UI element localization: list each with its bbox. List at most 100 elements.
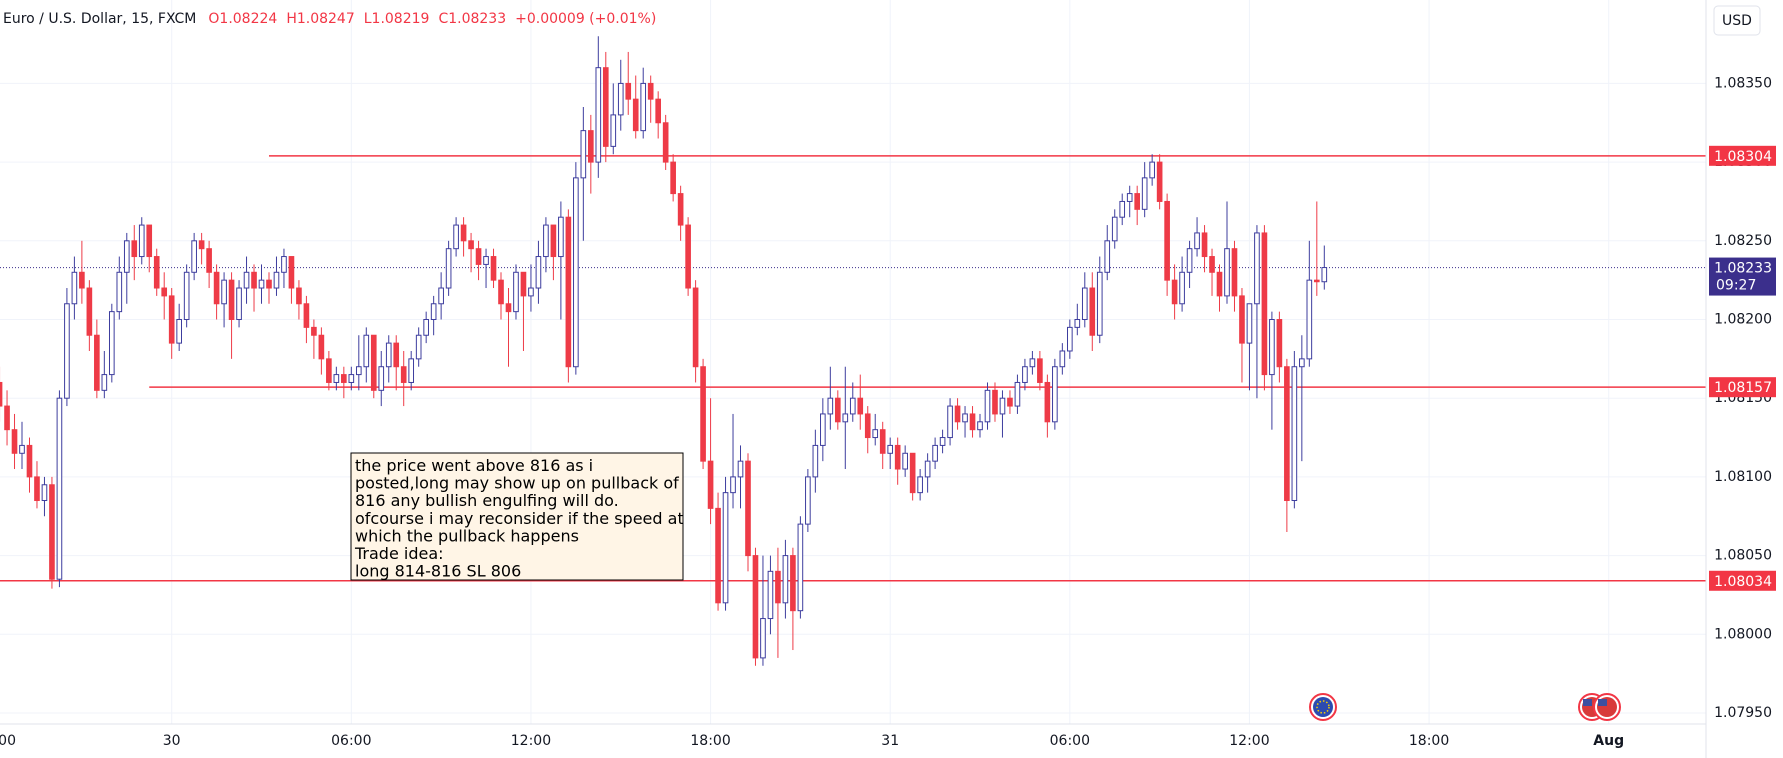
candle-body [138,224,145,258]
candle-body [0,381,3,407]
candle-body [400,366,407,383]
candle-body [872,429,879,439]
candle-body [805,476,811,525]
candle-body [1059,350,1066,368]
candle-body [782,555,789,604]
candle-body [483,256,489,265]
candle-body [842,413,849,423]
candle-body [1246,303,1253,344]
candle-body [161,287,168,297]
candle-body [1269,319,1275,376]
candle-body [34,476,40,502]
candle-body [236,287,242,321]
candle-body [715,507,721,604]
y-tick-label: 1.08250 [1714,233,1772,249]
candle-body [1141,177,1148,210]
candle-body [580,130,587,179]
candle-body [730,476,736,494]
candle-body [1306,279,1313,360]
candle-body [1081,287,1088,321]
candle-body [924,460,931,478]
candle-body [1313,279,1320,283]
candle-body [296,287,302,305]
us-flag-canton [1598,699,1607,706]
candle-body [475,248,482,265]
candle-body [445,248,452,289]
last-price-label: 1.08233 [1714,261,1772,277]
candle-body [101,374,108,391]
candle-body [355,366,362,376]
candle-body [1209,256,1215,273]
candle-body [243,271,250,289]
candle-body [565,216,572,368]
candle-body [1096,271,1103,336]
x-tick-label: 30 [163,733,181,749]
candle-body [737,460,744,478]
candle-body [1321,267,1328,283]
x-tick-label: 18:00 [690,733,730,749]
candle-body [49,484,55,580]
candle-body [460,224,467,242]
legend: Euro / U.S. Dollar, 15, FXCM O1.08224 H1.0… [3,11,656,27]
candle-body [745,460,751,557]
legend-value: O1.08224 [208,11,277,27]
candle-body [670,161,676,195]
candle-body [1164,200,1170,281]
currency-button-box[interactable] [1713,5,1761,36]
candle-body [947,405,953,439]
candle-body [767,570,774,620]
y-tick-label: 1.08200 [1714,312,1772,328]
candle-body [1149,161,1155,179]
candle-body [790,555,796,612]
candle-body [438,287,444,305]
eu-flag [1313,697,1333,717]
candle-body [513,271,519,313]
candle-body [41,484,48,502]
candle-body [932,444,938,462]
countdown-label: 09:27 [1716,278,1756,294]
candle-body [999,397,1006,415]
candle-body [984,389,991,423]
candle-body [1126,193,1133,202]
candle-body [677,193,684,226]
candle-body [894,444,901,470]
x-tick-label: 06:00 [331,733,371,749]
candle-body [977,421,983,431]
candle-body [962,413,968,423]
candle-body [632,98,639,132]
candle-body [1239,295,1245,344]
candle-body [1104,240,1111,273]
note-box [350,452,684,581]
candle-body [722,492,729,604]
note-line: 816 any bullish engulfing will do. [355,491,619,510]
candle-body [692,287,699,368]
candle-body [969,413,976,431]
candle-body [56,397,63,580]
candle-body [273,271,280,289]
currency-button[interactable]: USD [1713,5,1761,36]
candle-body [468,240,474,250]
event-icons [1309,693,1621,721]
candle-body [385,342,392,368]
candle-body [430,303,437,321]
candle-body [640,82,647,132]
currency-label[interactable]: USD [1722,13,1752,29]
candle-body [490,256,497,281]
x-tick-label: 06:00 [1050,733,1090,749]
candle-body [333,374,340,383]
legend-value: H1.08247 [286,11,354,27]
y-tick-label: 1.08000 [1714,626,1772,642]
candle-body [176,319,182,344]
candle-body [528,287,534,297]
candle-body [647,82,654,100]
candle-body [123,240,130,273]
candle-body [760,618,766,659]
candle-body [183,271,190,321]
x-tick-label: Aug [1593,733,1624,749]
candle-body [191,240,197,273]
candle-body [1022,366,1028,383]
candle-body [79,271,85,289]
candle-body [1052,366,1058,423]
candle-body [64,303,70,399]
